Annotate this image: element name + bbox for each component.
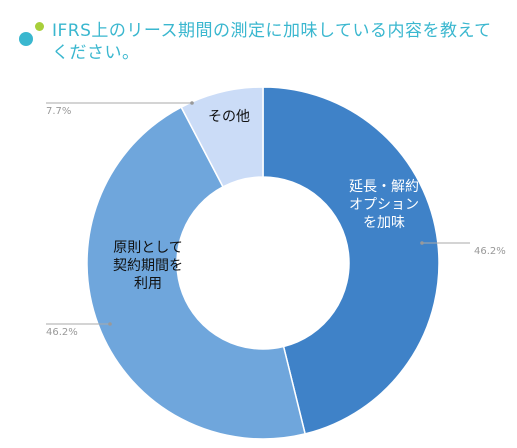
chart-header: IFRS上のリース期間の測定に加味している内容を教えてください。 [0, 0, 517, 90]
slice-label-line: 原則として [113, 240, 183, 256]
title-bullet-dot [19, 32, 33, 46]
slice-label-line: オプション [349, 197, 419, 213]
slice-label: 延長・解約オプションを加味 [349, 179, 419, 231]
slice-label-line: その他 [208, 109, 250, 125]
donut-slice [180, 86, 264, 188]
slice-label-line: 利用 [134, 276, 162, 292]
slice-label-line: 延長・解約 [349, 179, 419, 195]
data-label-percent: 46.2% [46, 327, 78, 338]
donut-slice [262, 86, 440, 435]
slice-label: 原則として契約期間を利用 [113, 240, 183, 292]
chart-title: IFRS上のリース期間の測定に加味している内容を教えてください。 [52, 21, 492, 63]
title-accent-dot [35, 22, 44, 31]
data-label-percent: 46.2% [474, 246, 506, 257]
data-label-percent: 7.7% [46, 106, 71, 117]
slice-label: その他 [208, 109, 250, 125]
slice-label-line: 契約期間を [113, 258, 183, 274]
callout-marker [108, 322, 112, 326]
donut-slice [86, 106, 307, 440]
slice-label-line: を加味 [363, 215, 405, 231]
callout-marker [420, 241, 424, 245]
callout-marker [190, 101, 194, 105]
